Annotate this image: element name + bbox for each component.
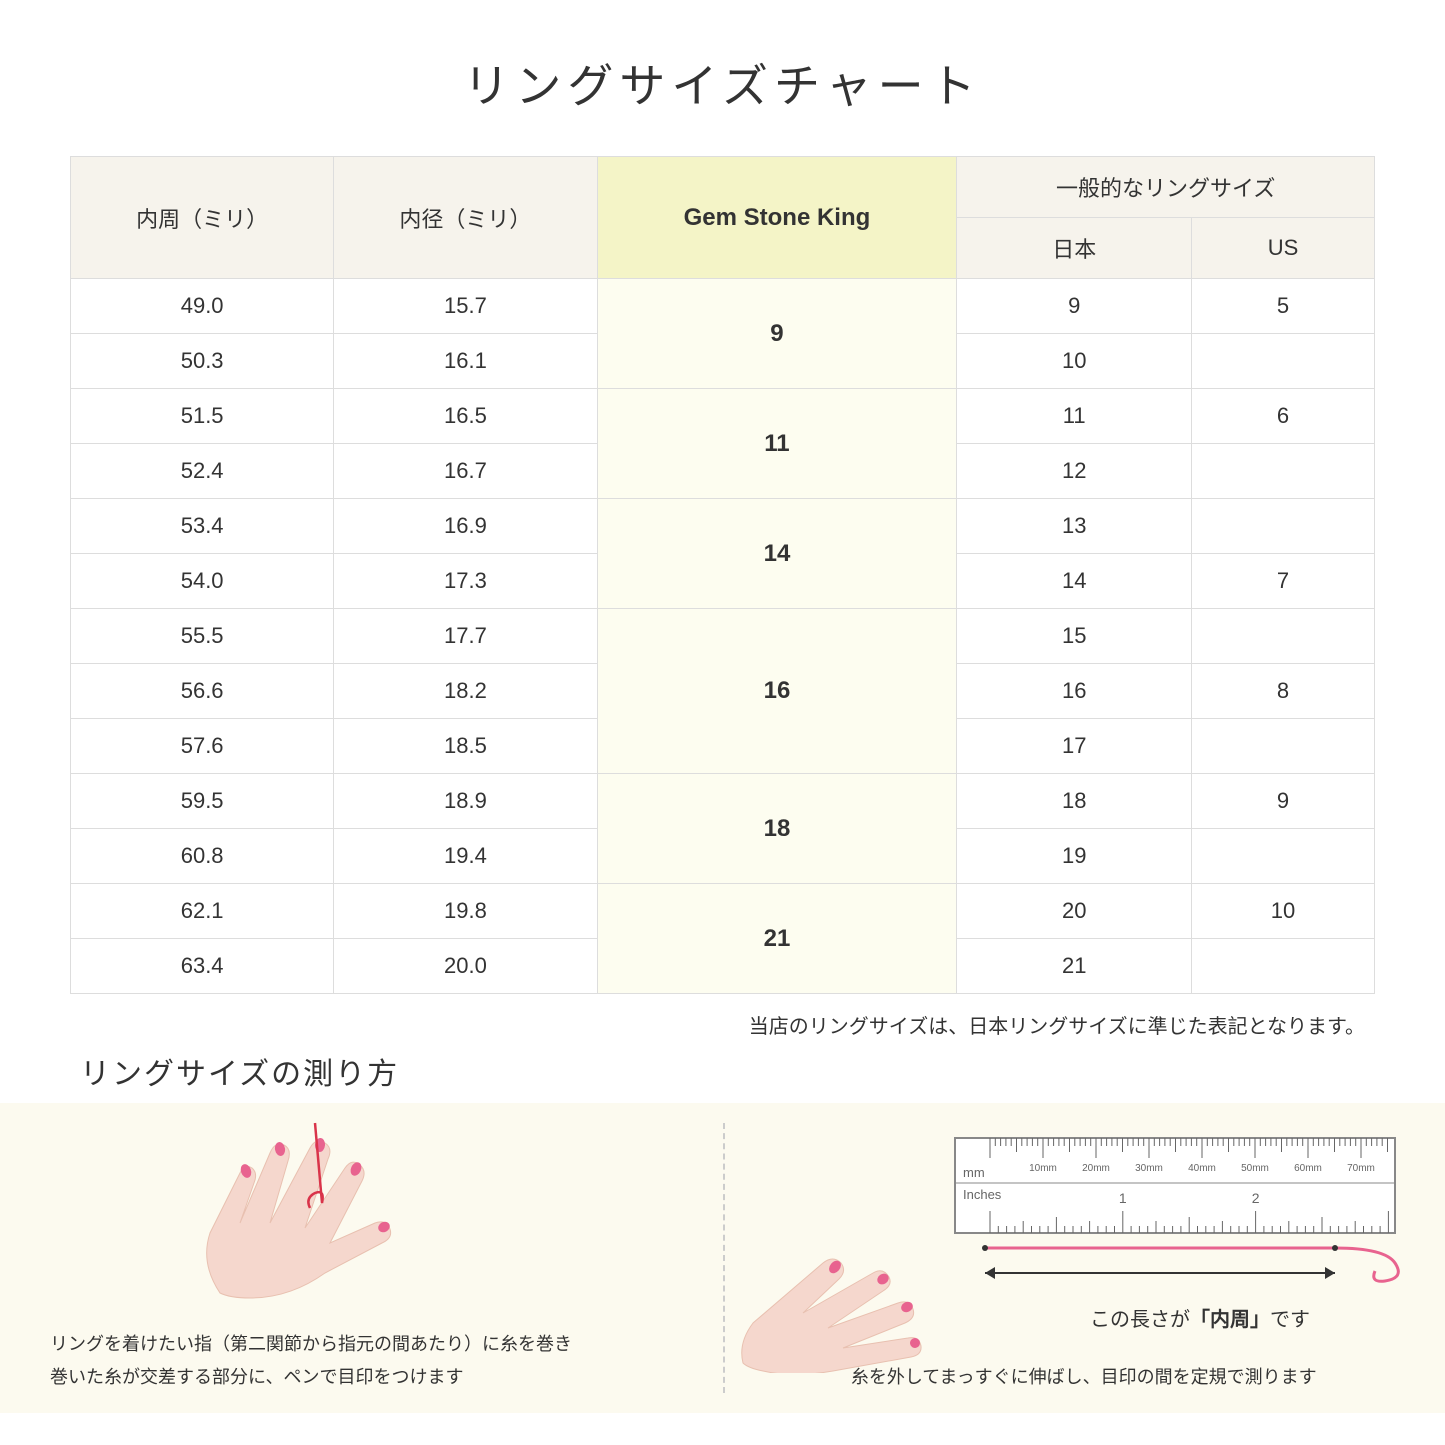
cell-gsk: 14 (597, 499, 957, 609)
cell-us (1192, 499, 1375, 554)
cell-diameter: 17.7 (334, 609, 597, 664)
table-row: 59.518.918189 (71, 774, 1375, 829)
cell-diameter: 17.3 (334, 554, 597, 609)
cell-japan: 21 (957, 939, 1192, 994)
cell-us (1192, 334, 1375, 389)
svg-text:10mm: 10mm (1029, 1163, 1057, 1174)
cell-gsk: 16 (597, 609, 957, 774)
cell-diameter: 16.1 (334, 334, 597, 389)
cell-gsk: 21 (597, 884, 957, 994)
header-diameter: 内径（ミリ） (334, 157, 597, 279)
howto-step-2: mm Inches 10mm 20mm 30mm 40mm 50mm 60mm 70mm 1… (723, 1103, 1445, 1413)
cell-japan: 14 (957, 554, 1192, 609)
svg-text:30mm: 30mm (1135, 1163, 1163, 1174)
caption-step-2: 糸を外してまっすぐに伸ばし、目印の間を定規で測ります (723, 1363, 1445, 1389)
cell-us (1192, 609, 1375, 664)
size-chart-table: 内周（ミリ） 内径（ミリ） Gem Stone King 一般的なリングサイズ … (70, 156, 1375, 994)
table-note: 当店のリングサイズは、日本リングサイズに準じた表記となります。 (70, 1010, 1375, 1039)
cell-circumference: 62.1 (71, 884, 334, 939)
cell-diameter: 19.8 (334, 884, 597, 939)
svg-text:50mm: 50mm (1241, 1163, 1269, 1174)
cell-us: 9 (1192, 774, 1375, 829)
cell-japan: 9 (957, 279, 1192, 334)
cell-diameter: 16.5 (334, 389, 597, 444)
cell-diameter: 18.2 (334, 664, 597, 719)
header-common: 一般的なリングサイズ (957, 157, 1375, 218)
hand-illustration-right (733, 1233, 953, 1373)
cell-us: 10 (1192, 884, 1375, 939)
ruler-illustration: mm Inches 10mm 20mm 30mm 40mm 50mm 60mm 70mm 1… (935, 1133, 1415, 1293)
table-row: 62.119.8212010 (71, 884, 1375, 939)
cell-circumference: 59.5 (71, 774, 334, 829)
cell-us: 5 (1192, 279, 1375, 334)
table-row: 53.416.91413 (71, 499, 1375, 554)
svg-text:20mm: 20mm (1082, 1163, 1110, 1174)
cell-diameter: 16.9 (334, 499, 597, 554)
svg-text:70mm: 70mm (1347, 1163, 1375, 1174)
howto-title: リングサイズの測り方 (80, 1049, 1375, 1093)
svg-text:60mm: 60mm (1294, 1163, 1322, 1174)
ruler-inches-label: Inches (963, 1187, 1002, 1202)
cell-diameter: 20.0 (334, 939, 597, 994)
cell-circumference: 63.4 (71, 939, 334, 994)
cell-circumference: 50.3 (71, 334, 334, 389)
cell-us (1192, 939, 1375, 994)
cell-circumference: 56.6 (71, 664, 334, 719)
cell-circumference: 55.5 (71, 609, 334, 664)
table-row: 55.517.71615 (71, 609, 1375, 664)
cell-japan: 15 (957, 609, 1192, 664)
cell-japan: 11 (957, 389, 1192, 444)
cell-japan: 13 (957, 499, 1192, 554)
cell-us (1192, 829, 1375, 884)
howto-step-1: リングを着けたい指（第二関節から指元の間あたり）に糸を巻き 巻いた糸が交差する部… (0, 1103, 723, 1413)
cell-japan: 17 (957, 719, 1192, 774)
header-us: US (1192, 218, 1375, 279)
cell-us (1192, 719, 1375, 774)
table-row: 51.516.511116 (71, 389, 1375, 444)
cell-circumference: 49.0 (71, 279, 334, 334)
header-gsk: Gem Stone King (597, 157, 957, 279)
cell-diameter: 15.7 (334, 279, 597, 334)
ruler-mm-label: mm (963, 1165, 985, 1180)
cell-circumference: 53.4 (71, 499, 334, 554)
cell-diameter: 18.5 (334, 719, 597, 774)
cell-diameter: 19.4 (334, 829, 597, 884)
table-row: 49.015.7995 (71, 279, 1375, 334)
header-circumference: 内周（ミリ） (71, 157, 334, 279)
cell-us: 7 (1192, 554, 1375, 609)
header-japan: 日本 (957, 218, 1192, 279)
cell-circumference: 60.8 (71, 829, 334, 884)
cell-japan: 12 (957, 444, 1192, 499)
cell-circumference: 54.0 (71, 554, 334, 609)
cell-japan: 19 (957, 829, 1192, 884)
cell-japan: 10 (957, 334, 1192, 389)
cell-japan: 20 (957, 884, 1192, 939)
cell-diameter: 18.9 (334, 774, 597, 829)
howto-panel: リングを着けたい指（第二関節から指元の間あたり）に糸を巻き 巻いた糸が交差する部… (0, 1103, 1445, 1413)
hand-illustration-left (160, 1113, 440, 1313)
ruler-caption: この長さが「内周」です (985, 1303, 1415, 1332)
page-title: リングサイズチャート (70, 50, 1375, 116)
cell-japan: 18 (957, 774, 1192, 829)
cell-circumference: 52.4 (71, 444, 334, 499)
cell-us: 8 (1192, 664, 1375, 719)
cell-us: 6 (1192, 389, 1375, 444)
cell-circumference: 51.5 (71, 389, 334, 444)
cell-gsk: 18 (597, 774, 957, 884)
svg-text:1: 1 (1119, 1190, 1127, 1206)
cell-gsk: 9 (597, 279, 957, 389)
cell-circumference: 57.6 (71, 719, 334, 774)
cell-japan: 16 (957, 664, 1192, 719)
svg-text:40mm: 40mm (1188, 1163, 1216, 1174)
cell-gsk: 11 (597, 389, 957, 499)
cell-us (1192, 444, 1375, 499)
svg-text:2: 2 (1252, 1190, 1260, 1206)
caption-step-1: リングを着けたい指（第二関節から指元の間あたり）に糸を巻き 巻いた糸が交差する部… (50, 1328, 673, 1393)
cell-diameter: 16.7 (334, 444, 597, 499)
